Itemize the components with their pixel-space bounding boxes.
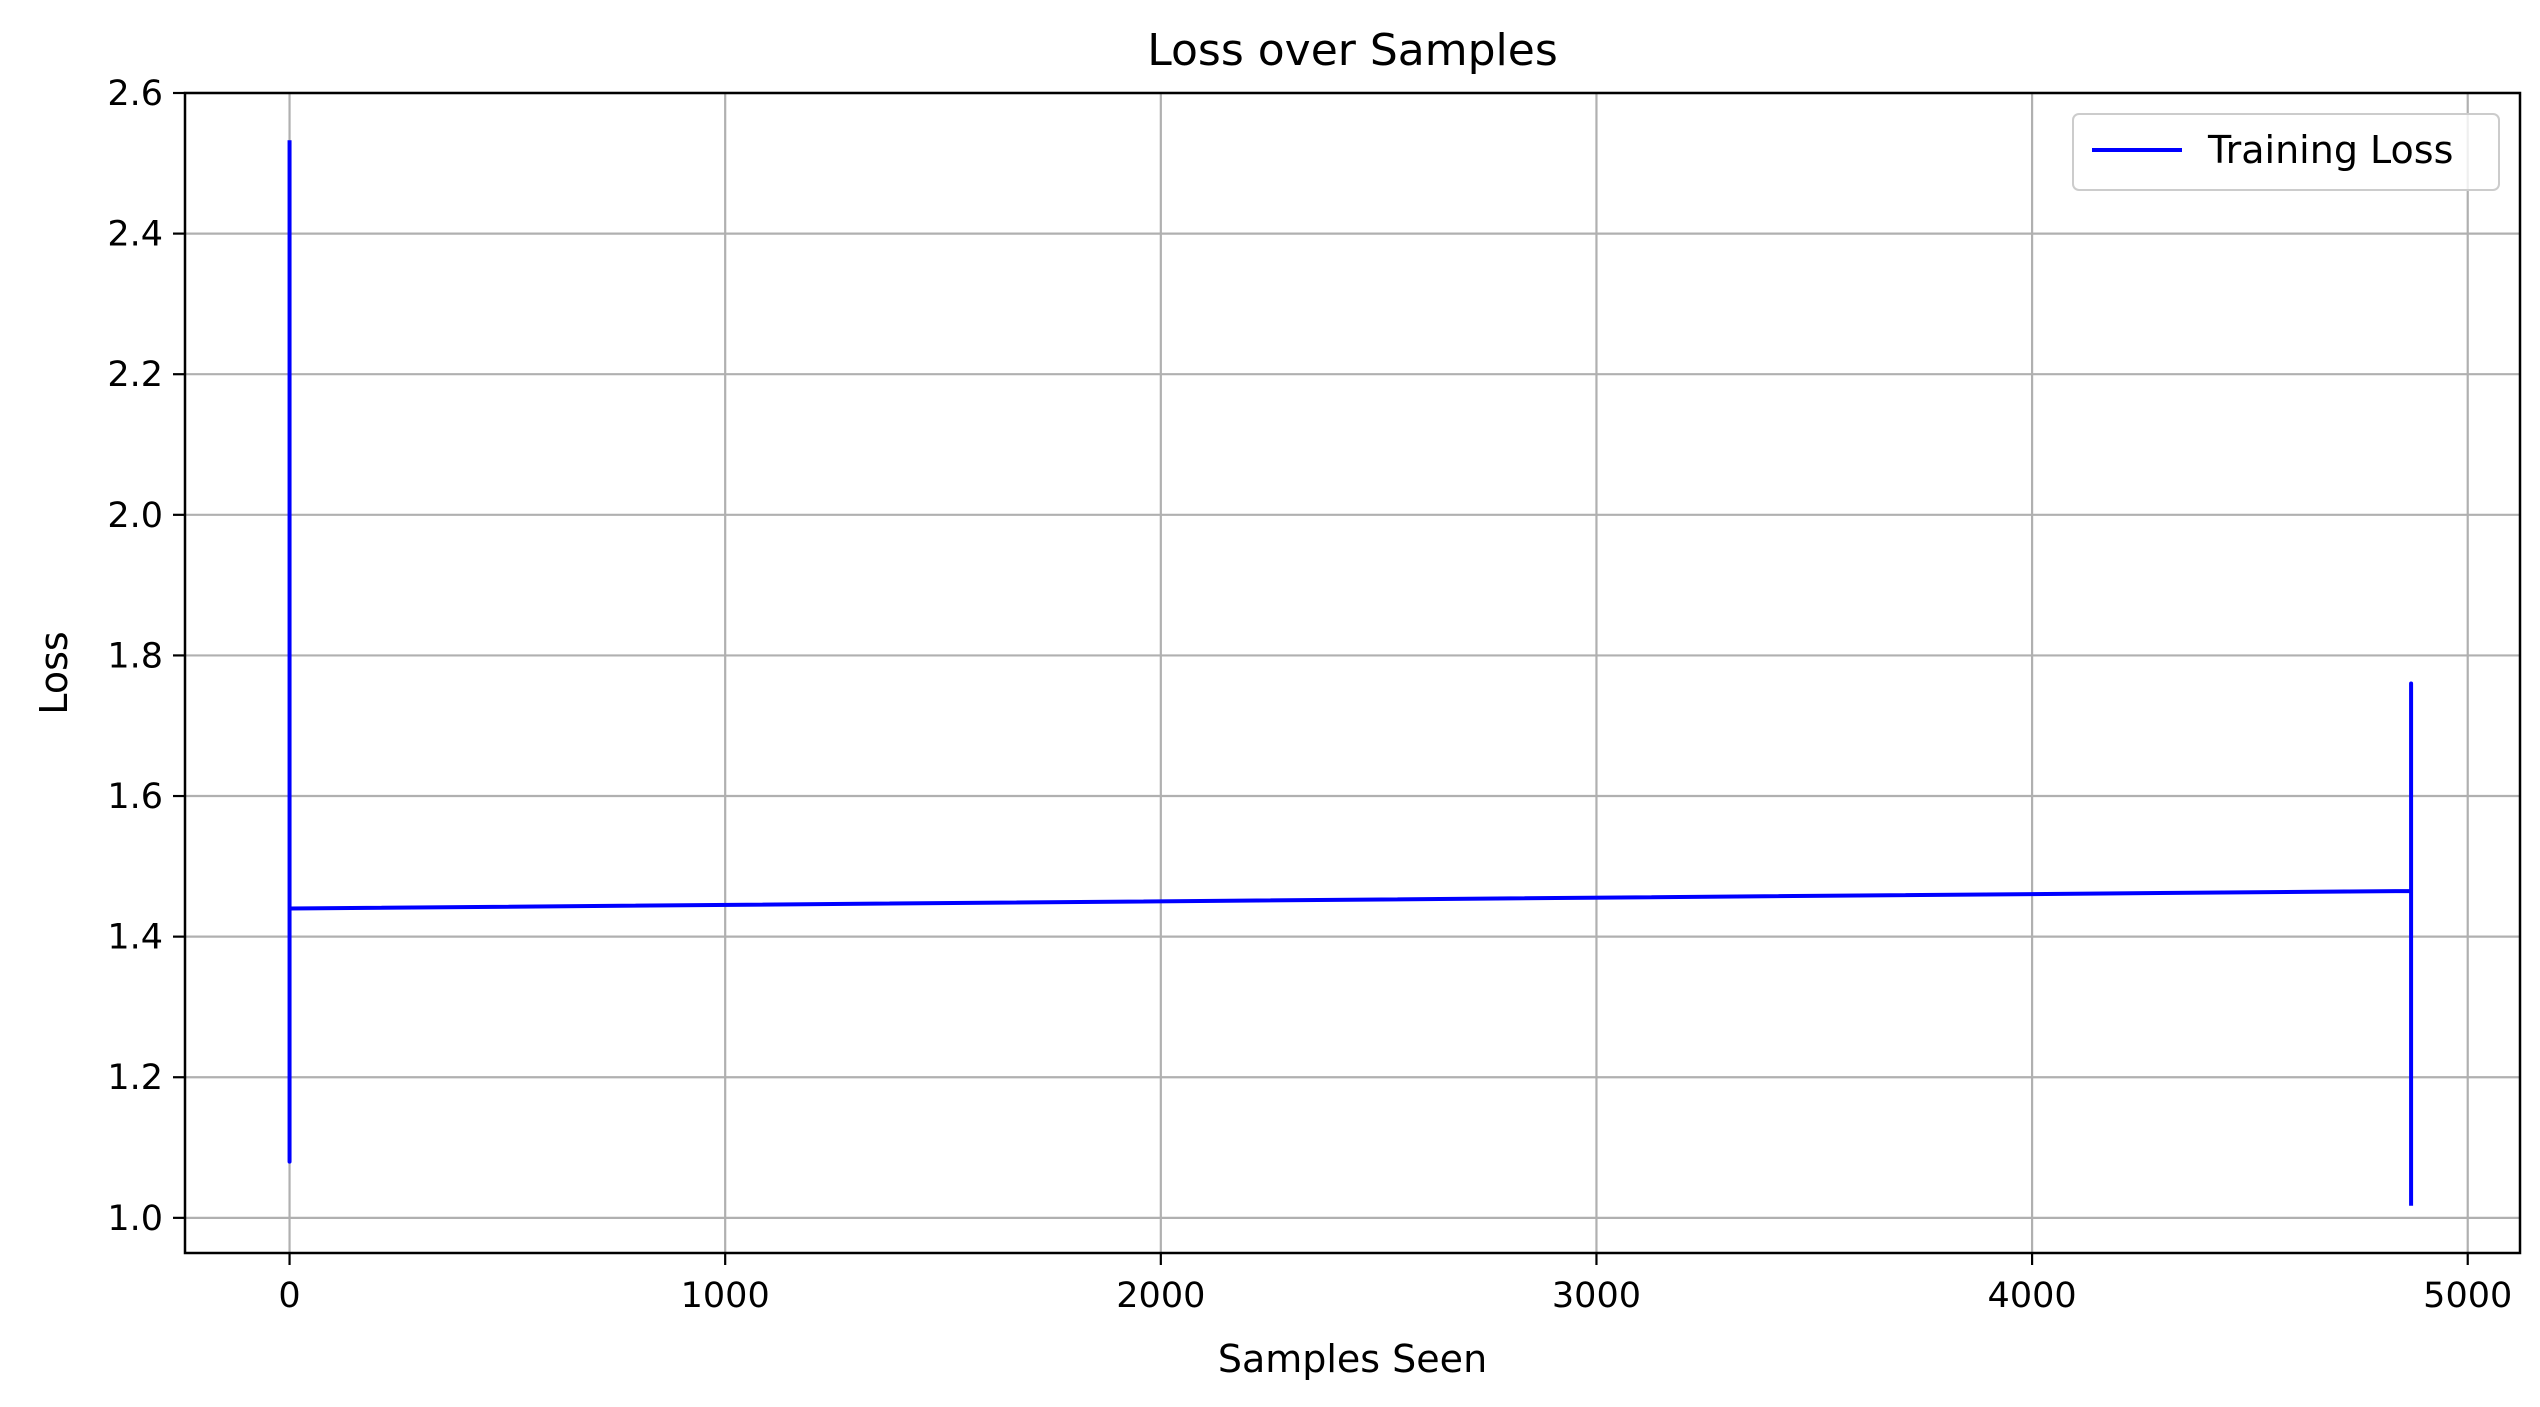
axis-ticks: 0 1000 2000 3000 4000 5000 1.0 1.2 1.4 1.6 1.8 2.0 2…	[107, 74, 2512, 1316]
y-tick-label: 1.4	[107, 918, 163, 958]
y-tick-label: 1.8	[107, 636, 163, 676]
x-tick-label: 5000	[2423, 1276, 2512, 1316]
legend: Training Loss	[2072, 113, 2500, 191]
x-tick-label: 4000	[1988, 1276, 2077, 1316]
x-tick-label: 2000	[1116, 1276, 1205, 1316]
y-tick-label: 2.2	[107, 355, 163, 395]
x-tick-label: 3000	[1552, 1276, 1641, 1316]
series-line-training-loss	[287, 140, 2414, 1206]
legend-box	[2072, 113, 2500, 191]
chart-title: Loss over Samples	[1147, 25, 1558, 76]
y-tick-label: 1.2	[107, 1058, 163, 1098]
y-axis-label: Loss	[32, 631, 76, 714]
series-layer	[287, 140, 2414, 1206]
x-tick-label: 0	[278, 1276, 300, 1316]
y-tick-label: 2.0	[107, 496, 163, 536]
x-axis-label: Samples Seen	[1218, 1337, 1487, 1381]
y-tick-label: 2.4	[107, 215, 163, 255]
y-tick-label: 2.6	[107, 74, 163, 114]
x-tick-label: 1000	[681, 1276, 770, 1316]
y-tick-label: 1.0	[107, 1199, 163, 1239]
grid-lines	[185, 91, 2520, 1253]
y-tick-label: 1.6	[107, 777, 163, 817]
plot-frame	[183, 91, 2522, 1255]
legend-label-training-loss: Training Loss	[2207, 128, 2453, 172]
